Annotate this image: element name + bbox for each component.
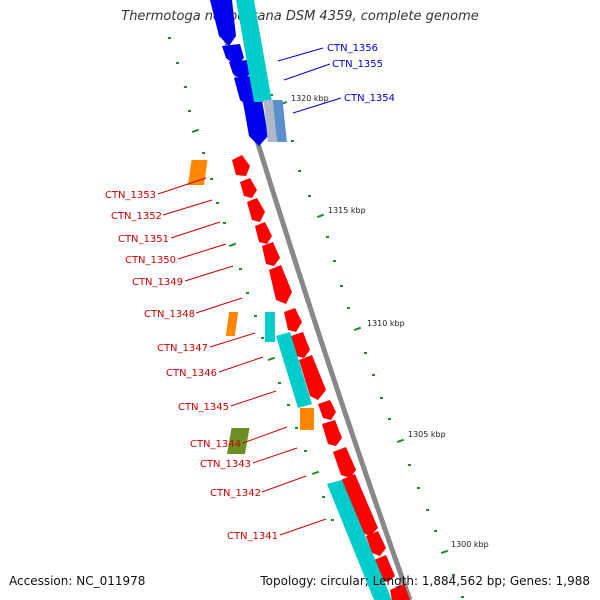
gene-ctn-1353 [232, 155, 250, 176]
gene-ctn-1354b [243, 100, 268, 146]
gene-ctn-1347 [284, 308, 302, 332]
gene-ctn-1355b [229, 60, 250, 80]
gene-label: CTN_1356 [327, 43, 378, 54]
map-title: Thermotoga neapolitana DSM 4359, complet… [121, 9, 479, 24]
gene-ctn-1348 [269, 265, 292, 304]
orange-feature-2 [225, 312, 239, 336]
topology-label: Topology: circular; Length: 1,884,562 bp… [260, 574, 590, 588]
gene-label: CTN_1344 [190, 439, 241, 450]
gene-label: CTN_1349 [132, 277, 183, 288]
gene-ctn-1350 [255, 222, 272, 244]
olive-feature [226, 428, 250, 454]
gene-extra-3 [390, 584, 410, 600]
blue-leader-lines [277, 47, 342, 114]
red-leader-lines [157, 177, 327, 536]
accession-label: Accession: NC_011978 [9, 574, 146, 588]
grey-feature [263, 100, 277, 142]
reverse-strand-features [210, 0, 287, 146]
scale-label-1305: 1305 kbp [408, 430, 446, 439]
red-gene-labels: CTN_1353 CTN_1352 CTN_1351 CTN_1350 CTN_… [105, 190, 278, 542]
gene-label: CTN_1355 [332, 59, 383, 70]
forward-strand-features [232, 155, 410, 600]
orange-feature-3 [300, 408, 314, 430]
gene-ctn-1344 [318, 400, 336, 420]
scale-label-1310: 1310 kbp [367, 319, 405, 328]
gene-ctn-1356 [210, 0, 236, 46]
gene-label: CTN_1353 [105, 190, 156, 201]
blue-gene-labels: CTN_1356 CTN_1355 CTN_1354 [327, 43, 395, 104]
gene-label: CTN_1346 [166, 368, 217, 379]
gene-ctn-1352 [240, 178, 257, 198]
gene-ctn-1343 [322, 420, 342, 446]
gene-label: CTN_1342 [210, 488, 261, 499]
rna-feature-bottom [327, 480, 392, 600]
gene-ctn-1354a [234, 76, 256, 106]
gene-ctn-1351 [247, 198, 265, 222]
gene-label: CTN_1341 [227, 531, 278, 542]
gene-label: CTN_1352 [111, 211, 162, 222]
steel-feature [272, 100, 287, 142]
gene-label: CTN_1348 [144, 309, 195, 320]
gene-label: CTN_1345 [178, 402, 229, 413]
gene-label: CTN_1351 [118, 234, 169, 245]
gene-ctn-1342 [333, 447, 356, 478]
gene-label: CTN_1350 [125, 255, 176, 266]
gene-label: CTN_1347 [157, 343, 208, 354]
rna-feature-mid [265, 312, 275, 342]
scale-label-1300: 1300 kbp [451, 540, 489, 549]
gene-label: CTN_1343 [200, 459, 251, 470]
gene-ctn-1349 [262, 242, 280, 266]
gene-ctn-1345 [299, 355, 326, 400]
scale-label-1320: 1320 kbp [291, 94, 329, 103]
scale-label-1315: 1315 kbp [328, 206, 366, 215]
scale-labels: 1320 kbp 1315 kbp 1310 kbp 1305 kbp 1300… [291, 94, 489, 549]
rna-feature-top [236, 0, 272, 102]
gene-label: CTN_1354 [344, 93, 395, 104]
gene-ctn-1341 [341, 474, 378, 536]
rna-feature-1346 [276, 332, 312, 408]
gene-ctn-1355 [222, 44, 244, 66]
other-features [187, 160, 392, 600]
inner-tick-track [168, 37, 334, 521]
